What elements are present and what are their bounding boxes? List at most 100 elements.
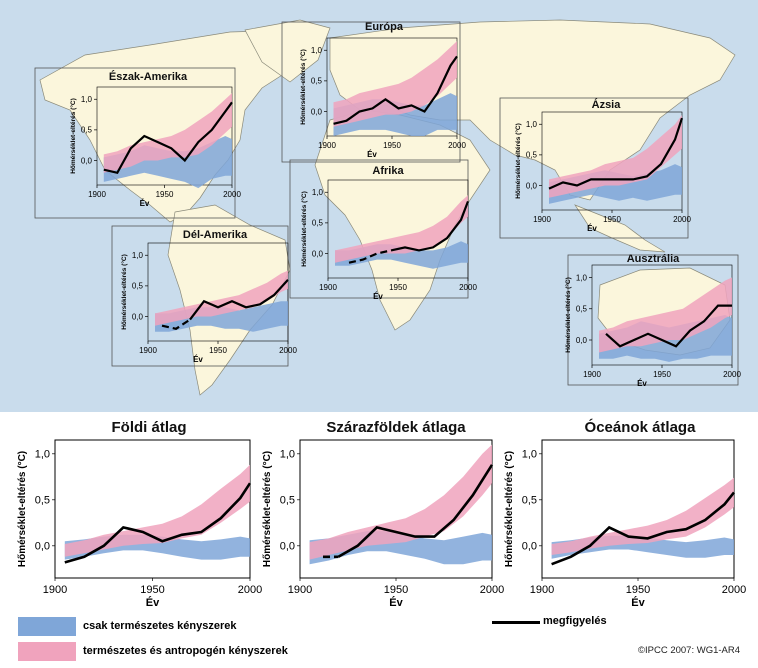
y-tick-label: 0,0 — [311, 107, 323, 116]
x-axis-label: Év — [373, 292, 383, 301]
observed-line — [64, 482, 252, 564]
x-tick-label: 2000 — [448, 141, 466, 150]
credit-text: ©IPCC 2007: WG1-AR4 — [638, 645, 741, 656]
y-tick-label: 0,0 — [522, 541, 537, 553]
y-tick-label: 0,0 — [132, 312, 144, 321]
observed-line — [548, 117, 684, 190]
x-axis-label: Év — [140, 199, 150, 208]
x-tick-label: 2000 — [723, 370, 741, 379]
x-tick-label: 1900 — [139, 346, 157, 355]
anthropogenic-forcing-band — [599, 277, 732, 353]
observed-line-dashed — [348, 249, 392, 264]
legend-natural-swatch — [18, 617, 76, 636]
chart-panel: 0,0 0,5 1,0 1900 1950 2000 Év Hőmérséklet-eltér… — [564, 253, 741, 388]
chart-panel: 0,0 0,5 1,0 1900 1950 2000 Év Hőmérséklet-eltér… — [34, 67, 241, 219]
anthropogenic-forcing-band — [64, 464, 250, 557]
anthropogenic-forcing-band — [309, 444, 492, 560]
chart-title: Észak-Amerika — [109, 70, 188, 83]
y-axis-label: Hőmérséklet-eltérés (°C) — [564, 277, 572, 353]
x-tick-label: 2000 — [722, 584, 746, 596]
anthropogenic-forcing-band — [103, 93, 232, 173]
inset-frame — [499, 97, 689, 239]
x-tick-label: 2000 — [673, 215, 691, 224]
chart-title: Dél-Amerika — [183, 229, 248, 241]
x-tick-label: 1950 — [209, 346, 227, 355]
x-axis-label: Év — [587, 224, 597, 233]
y-tick-label: 0,5 — [35, 495, 50, 507]
y-tick-label: 1,0 — [280, 449, 295, 461]
y-tick-label: 0,5 — [576, 305, 588, 314]
x-tick-label: 2000 — [238, 584, 262, 596]
legend-anthro-label: természetes és antropogén kényszerek — [83, 645, 288, 657]
y-axis-label: Hőmérséklet-eltérés (°C) — [17, 451, 28, 567]
y-axis-label: Hőmérséklet-eltérés (°C) — [120, 254, 128, 330]
inset-frame — [567, 254, 739, 386]
x-axis-label: Év — [637, 379, 647, 388]
y-axis-label: Hőmérséklet-eltérés (°C) — [504, 451, 515, 567]
observed-line-dashed — [161, 318, 191, 330]
y-axis-label: Hőmérséklet-eltérés (°C) — [69, 98, 77, 174]
chart-panel: 0,0 0,5 1,0 1900 1950 2000 Év Hőmérséklet-eltér… — [262, 419, 504, 609]
x-tick-label: 1950 — [389, 283, 407, 292]
y-tick-label: 1,0 — [35, 449, 50, 461]
legend-natural-label: csak természetes kényszerek — [83, 620, 237, 632]
inset-frame — [34, 67, 236, 219]
x-tick-label: 1950 — [383, 141, 401, 150]
x-tick-label: 1950 — [626, 584, 650, 596]
x-axis-label: Év — [389, 596, 403, 609]
anthropogenic-forcing-band — [155, 270, 288, 326]
x-tick-label: 1900 — [288, 584, 312, 596]
chart-panel: 0,0 0,5 1,0 1900 1950 2000 Év Hőmérséklet-eltér… — [289, 159, 477, 301]
anthropogenic-forcing-band — [333, 41, 457, 127]
y-tick-label: 0,5 — [526, 151, 538, 160]
y-tick-label: 1,0 — [522, 449, 537, 461]
x-tick-label: 2000 — [480, 584, 504, 596]
x-tick-label: 1950 — [603, 215, 621, 224]
chart-title: Óceánok átlaga — [585, 418, 697, 436]
y-tick-label: 0,0 — [526, 181, 538, 190]
observed-line — [605, 304, 732, 348]
y-tick-label: 1,0 — [311, 46, 323, 55]
y-tick-label: 1,0 — [526, 120, 538, 129]
legend-anthro-swatch — [18, 642, 76, 661]
y-tick-label: 0,5 — [312, 219, 324, 228]
southeast-asia-islands — [574, 204, 666, 253]
chart-panel: 0,0 0,5 1,0 1900 1950 2000 Év Hőmérséklet-eltér… — [17, 419, 262, 609]
chart-title: Afrika — [372, 165, 404, 177]
x-tick-label: 1900 — [88, 190, 106, 199]
chart-panel: 0,0 0,5 1,0 1900 1950 2000 Év Hőmérséklet-eltér… — [281, 21, 466, 163]
legend-observed-line — [492, 621, 540, 624]
y-tick-label: 0,5 — [132, 282, 144, 291]
y-tick-label: 1,0 — [81, 95, 93, 104]
x-tick-label: 1950 — [140, 584, 164, 596]
x-tick-label: 1950 — [156, 190, 174, 199]
observed-line — [337, 464, 494, 558]
y-tick-label: 1,0 — [132, 251, 144, 260]
x-axis-label: Év — [631, 596, 645, 609]
observed-line — [189, 279, 289, 321]
x-tick-label: 1950 — [653, 370, 671, 379]
observed-line — [333, 55, 458, 125]
x-tick-label: 2000 — [279, 346, 297, 355]
y-tick-label: 1,0 — [312, 188, 324, 197]
chart-title: Európa — [365, 21, 404, 33]
greenland-landmass — [244, 19, 331, 83]
y-axis-label: Hőmérséklet-eltérés (°C) — [299, 49, 307, 125]
y-tick-label: 0,5 — [522, 495, 537, 507]
legend-observed-label: megfigyelés — [543, 615, 607, 627]
observed-line — [551, 491, 736, 566]
x-tick-label: 1950 — [384, 584, 408, 596]
anthropogenic-forcing-band — [549, 115, 682, 198]
natural-forcing-band — [155, 301, 288, 332]
x-tick-label: 1900 — [533, 215, 551, 224]
x-tick-label: 1900 — [319, 283, 337, 292]
chart-title: Szárazföldek átlaga — [326, 419, 466, 436]
y-axis-label: Hőmérséklet-eltérés (°C) — [514, 123, 522, 199]
observed-line — [103, 101, 233, 175]
x-tick-label: 2000 — [223, 190, 241, 199]
x-tick-label: 1900 — [43, 584, 67, 596]
x-axis-label: Év — [193, 355, 203, 364]
y-tick-label: 0,0 — [576, 336, 588, 345]
chart-title: Földi átlag — [112, 419, 187, 436]
